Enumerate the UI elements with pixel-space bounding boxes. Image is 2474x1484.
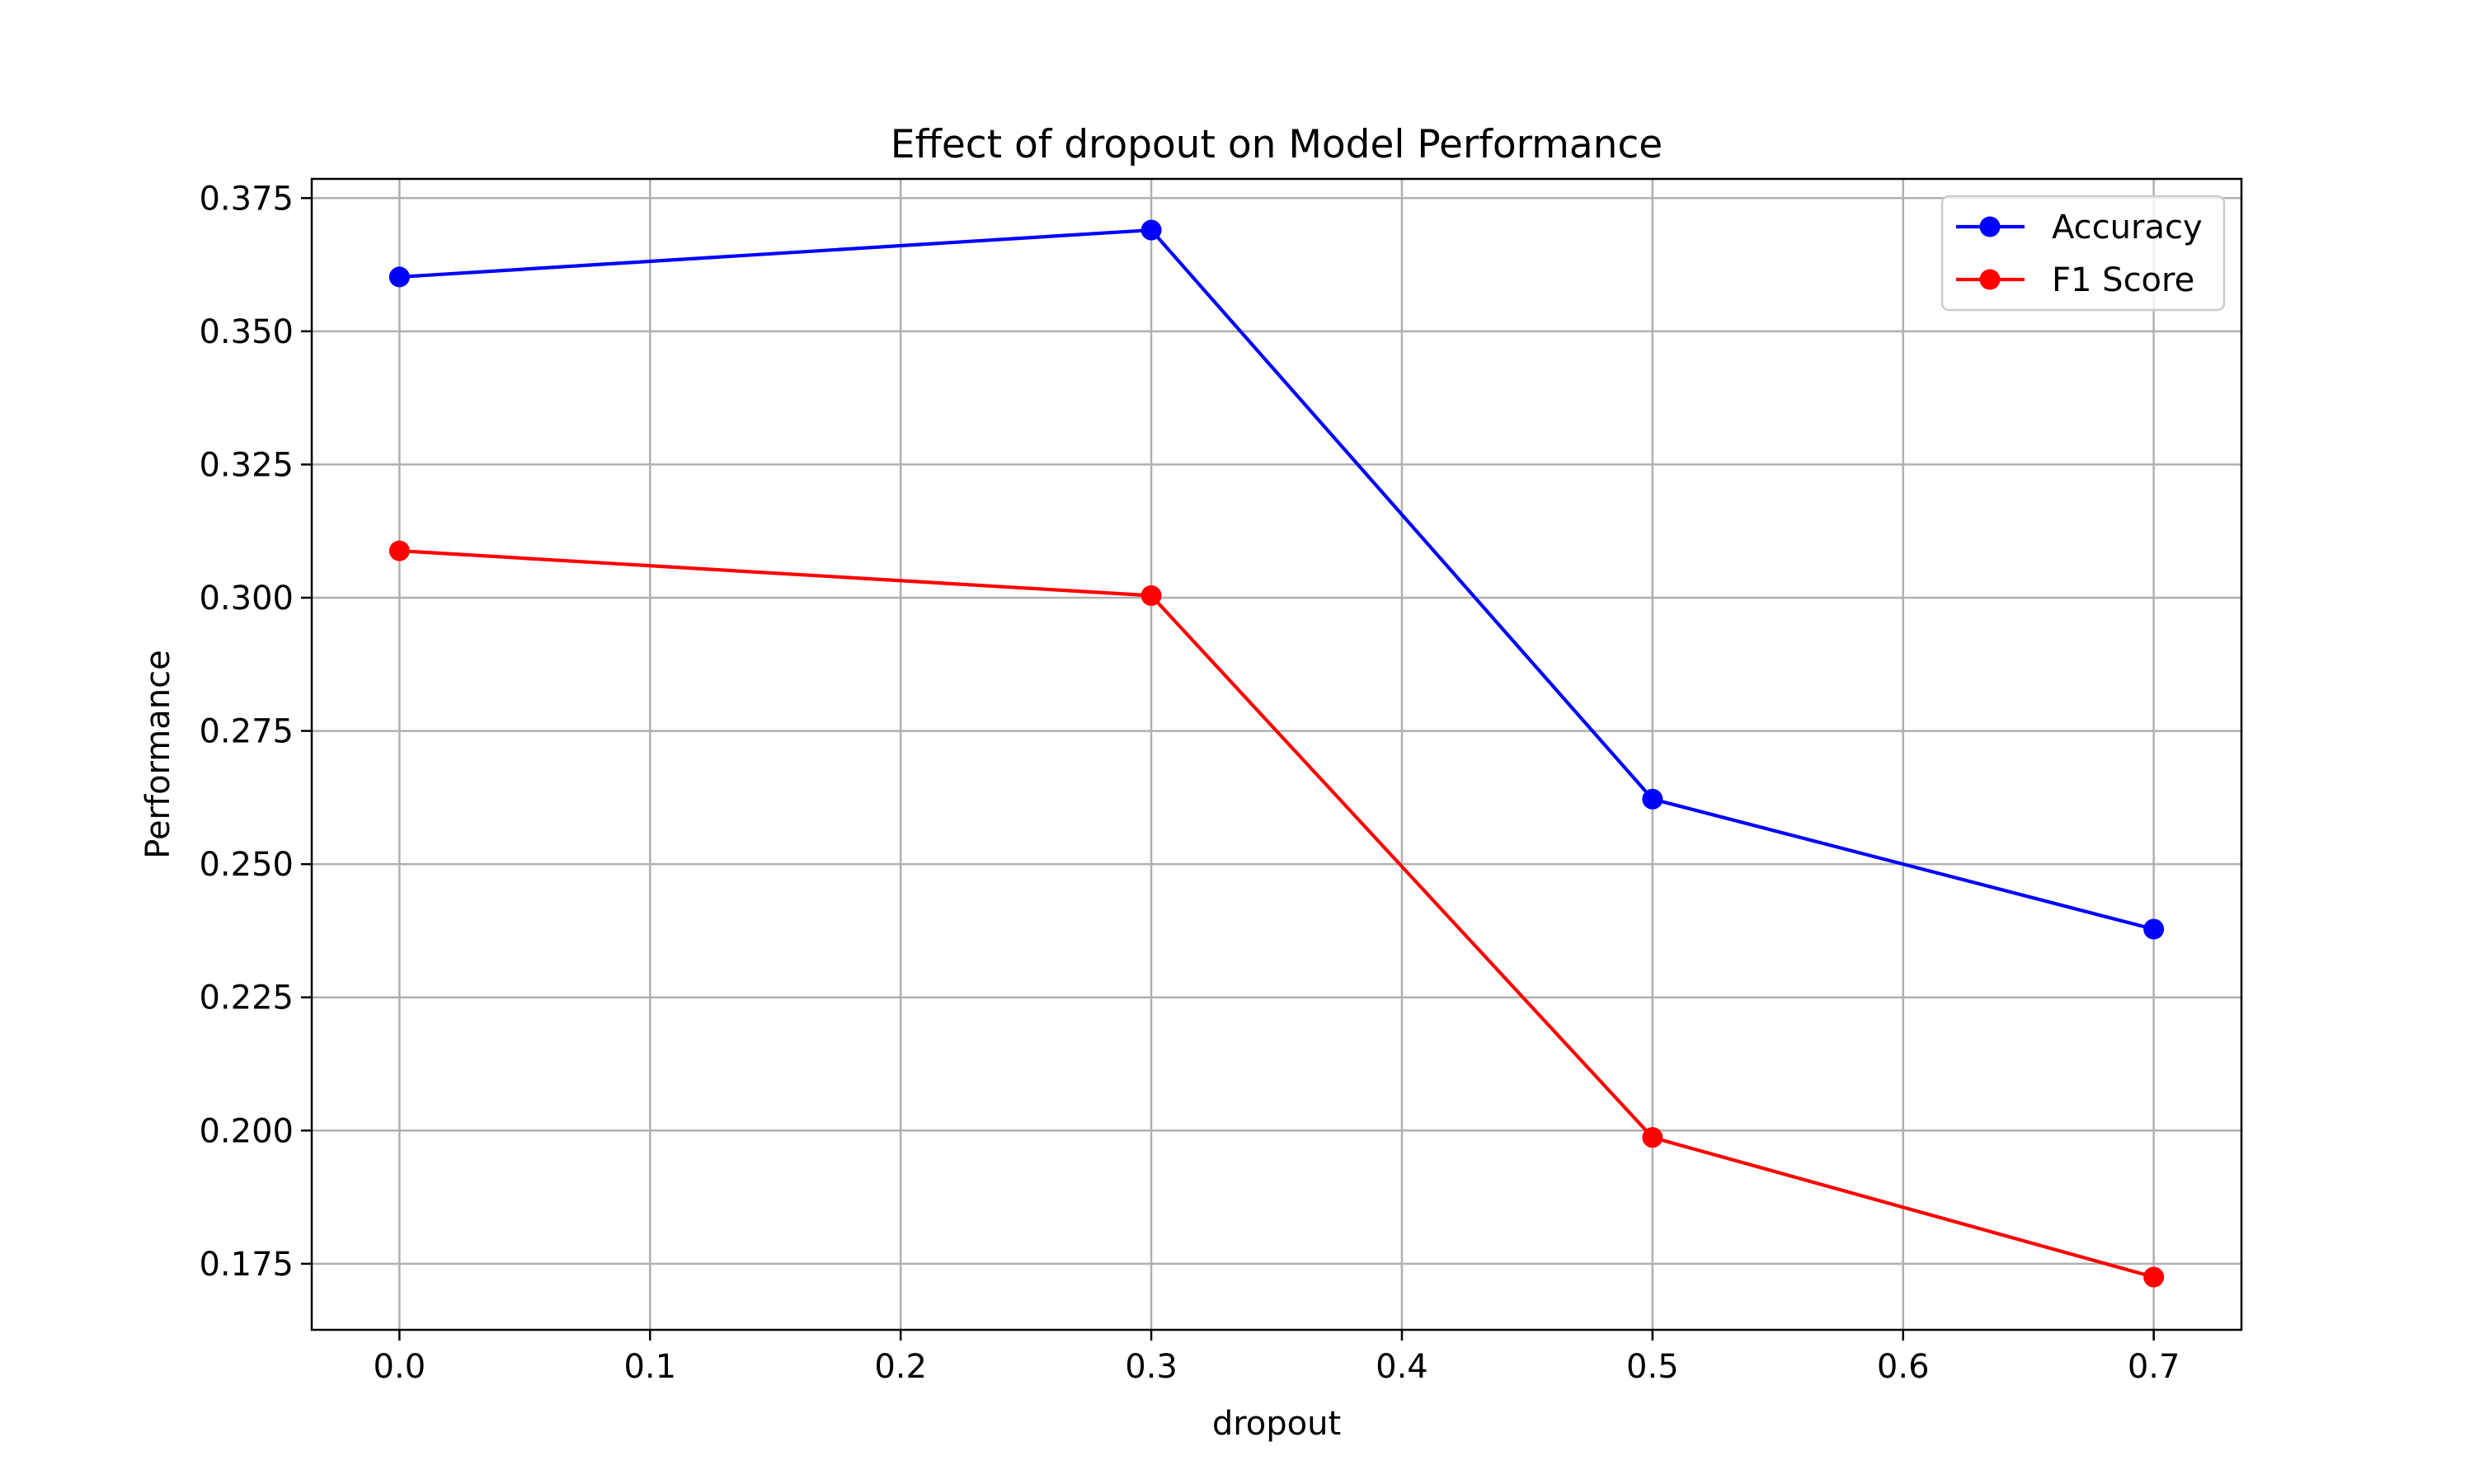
y-tick-label: 0.350 [199,313,294,351]
legend-item: F1 Score [1956,261,2194,299]
y-tick-label: 0.325 [199,446,294,484]
y-tick-label: 0.250 [199,846,294,884]
legend-box [1940,195,2226,312]
x-tick-label: 0.0 [374,1348,426,1386]
y-tick-label: 0.200 [199,1112,294,1150]
data-point [1642,788,1663,810]
series-line [399,549,2155,1280]
x-axis-title: dropout [1212,1405,1341,1443]
y-tick-label: 0.225 [199,979,294,1017]
series-line [399,228,2155,932]
series-layer [388,219,2165,1288]
legend-label: Accuracy [2052,209,2203,247]
data-point [2143,1266,2165,1288]
x-tick-label: 0.6 [1877,1348,1930,1386]
x-tick-label: 0.2 [874,1348,927,1386]
grid-lines [312,179,2241,1330]
data-point [2143,918,2165,940]
legend-label: F1 Score [2052,261,2194,299]
legend-swatch-marker [1979,216,2001,237]
x-tick-label: 0.7 [2128,1348,2180,1386]
y-axis-title: Performance [139,650,177,858]
series-0 [388,219,2165,940]
y-tick-label: 0.175 [199,1246,294,1284]
x-tick-label: 0.5 [1626,1348,1679,1386]
series-1 [388,540,2165,1288]
x-tick-label: 0.3 [1125,1348,1178,1386]
legend-item: Accuracy [1956,209,2203,247]
y-tick-label: 0.300 [199,580,294,618]
x-tick-label: 0.1 [623,1348,676,1386]
data-point [1141,585,1162,606]
x-axis: 0.0 0.1 0.2 0.3 0.4 0.5 0.6 0.7 [374,1330,2180,1386]
y-tick-label: 0.275 [199,713,294,751]
y-axis: 0.175 0.200 0.225 0.250 0.275 0.300 0.325 0.350… [199,180,312,1284]
y-tick-label: 0.375 [199,180,294,218]
x-tick-label: 0.4 [1376,1348,1428,1386]
data-point [388,266,410,288]
legend-swatch-marker [1979,269,2001,290]
data-point [1141,219,1162,241]
plot-area-frame [310,177,2243,1331]
chart-title: Effect of dropout on Model Performance [891,122,1663,167]
legend: Accuracy F1 Score [1940,195,2226,312]
data-point [1642,1127,1663,1148]
data-point [388,540,410,561]
